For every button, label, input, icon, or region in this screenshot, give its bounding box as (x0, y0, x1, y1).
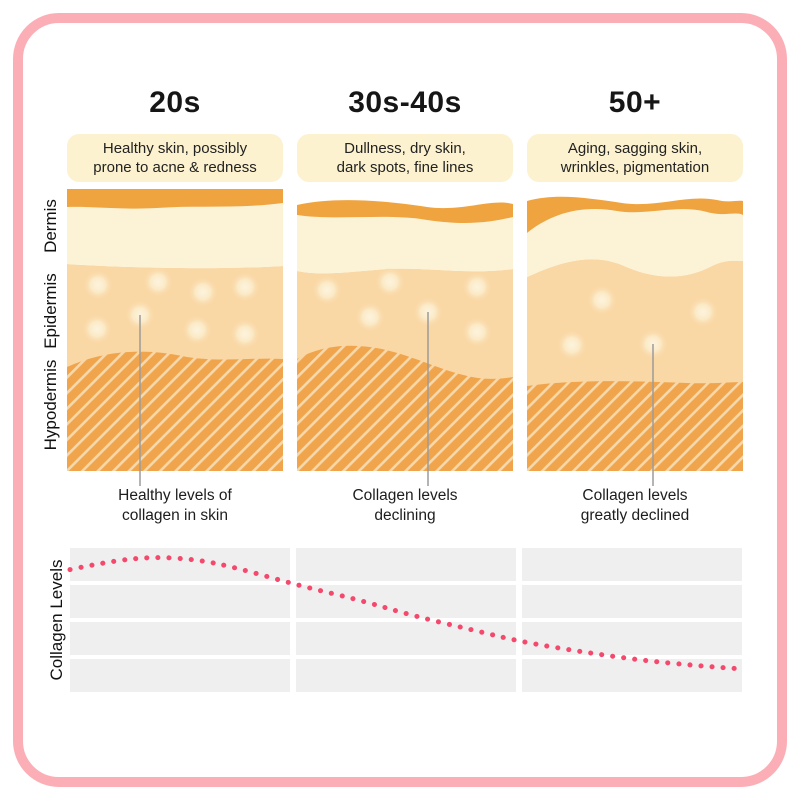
hypodermis-layer (297, 345, 513, 471)
collagen-circle (375, 267, 405, 297)
collagen-chart (67, 548, 745, 694)
collagen-circle (312, 275, 342, 305)
caption-label: Healthy levels of collagen in skin (118, 487, 232, 524)
hypodermis-layer (527, 381, 743, 471)
chart-grid-cell (522, 548, 742, 581)
layer-label-epidermis: Epidermis (41, 273, 60, 349)
age-header: 30s-40s (348, 86, 462, 119)
skin-panel (67, 189, 283, 486)
collagen-circle (462, 317, 492, 347)
skin-top-layer (527, 196, 743, 233)
skin-panel-svg (527, 196, 743, 486)
chart-grid-cell (296, 548, 516, 581)
chart-grid-cell (70, 659, 290, 692)
caption-label: Collagen levels declining (352, 487, 458, 524)
dermis-layer (527, 209, 743, 277)
layer-label-hypodermis: Hypodermis (41, 359, 60, 451)
layer-label-dermis: Dermis (41, 199, 60, 253)
chart-grid-cell (522, 659, 742, 692)
collagen-circle (230, 319, 260, 349)
skin-panel (297, 189, 513, 486)
chart-grid-cell (296, 622, 516, 655)
collagen-circle (462, 272, 492, 302)
hypodermis-layer (67, 351, 283, 471)
caption-label: Collagen levels greatly declined (580, 487, 690, 524)
skin-panel-svg (297, 200, 513, 486)
chart-grid-cell (522, 585, 742, 618)
column-30s-40s: 30s-40s Dullness, dry skin, dark spots, … (297, 85, 513, 526)
column-50plus: 50+ Aging, sagging skin, wrinkles, pigme… (527, 85, 743, 526)
collagen-chart-svg (67, 548, 745, 692)
skin-top-layer (67, 189, 283, 209)
collagen-circles-group (82, 267, 260, 486)
skin-top-layer (297, 200, 513, 224)
description-box: Aging, sagging skin, wrinkles, pigmentat… (527, 134, 743, 182)
y-axis-label: Collagen Levels (47, 559, 66, 681)
collagen-circle (688, 297, 718, 327)
chart-grid-cell (70, 585, 290, 618)
collagen-circle (188, 277, 218, 307)
collagen-circle (230, 272, 260, 302)
age-header: 50+ (608, 86, 662, 119)
collagen-circle (83, 270, 113, 300)
description-box: Dullness, dry skin, dark spots, fine lin… (297, 134, 513, 182)
collagen-circle (143, 267, 173, 297)
collagen-circle (182, 315, 212, 345)
collagen-circle (587, 285, 617, 315)
collagen-circles-group (557, 285, 718, 486)
collagen-circle (355, 302, 385, 332)
collagen-curve (67, 555, 745, 672)
dermis-layer (67, 203, 283, 269)
chart-grid-cell (70, 622, 290, 655)
collagen-circle (82, 314, 112, 344)
chart-grid-cell (70, 548, 290, 581)
dermis-layer (297, 215, 513, 274)
chart-grid-cell (522, 622, 742, 655)
collagen-circle (557, 330, 587, 360)
age-header: 20s (149, 86, 201, 119)
chart-grid-cell (296, 659, 516, 692)
column-20s: 20s Healthy skin, possibly prone to acne… (67, 85, 283, 526)
description-box: Healthy skin, possibly prone to acne & r… (67, 134, 283, 182)
skin-panel-svg (67, 189, 283, 486)
collagen-circles-group (312, 267, 492, 486)
skin-panel (527, 189, 743, 486)
